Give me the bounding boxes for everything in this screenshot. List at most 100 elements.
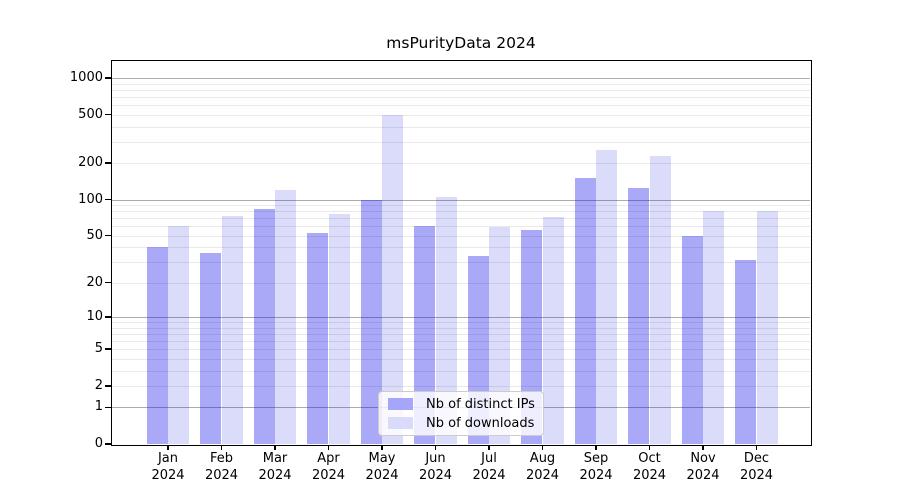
x-tick-label-line: Dec [743,451,770,466]
x-tick-mark [488,445,490,450]
bar-downloads-sep [596,150,618,444]
y-tick-label: 200 [78,155,103,171]
bar-downloads-nov [703,210,725,444]
minor-gridline [112,141,810,143]
x-tick-label-line: 2024 [686,467,720,483]
bar-downloads-oct [649,155,671,444]
y-tick-label: 500 [78,106,103,122]
x-tick-label-line: 2024 [632,467,667,483]
minor-gridline [112,322,810,324]
x-tick-mark [167,445,169,450]
legend-swatch-downloads [388,417,413,429]
x-tick-label-line: Feb [209,451,234,466]
x-tick-mark [274,445,276,450]
y-tick-label: 100 [78,191,103,207]
x-tick-label-line: Sep [583,451,609,466]
bar-distinct-ips-nov [681,235,703,444]
legend: Nb of distinct IPs Nb of downloads [378,391,544,436]
y-tick-label: 1 [94,399,103,415]
x-tick-mark [541,445,544,450]
legend-label-downloads: Nb of downloads [426,415,535,431]
y-tick-mark [105,77,111,79]
bar-downloads-jan [168,226,190,444]
bar-downloads-dec [756,210,778,444]
x-tick-mark [434,445,437,450]
x-tick-label-line: 2024 [525,467,560,483]
x-tick-label-line: Jun [425,451,446,466]
x-tick-label-line: Oct [638,451,661,466]
bar-distinct-ips-jan [146,247,168,444]
x-tick-label-line: 2024 [311,467,346,483]
x-tick-label: Aug 2024 [515,451,571,484]
bar-distinct-ips-jun [414,226,436,444]
x-tick-label-line: 2024 [365,467,399,483]
y-tick-mark [105,406,111,409]
y-tick-label: 1000 [69,70,103,86]
x-tick-label: Sep 2024 [568,451,624,484]
bar-distinct-ips-oct [628,187,650,444]
x-tick-label: May 2024 [354,451,410,484]
x-tick-label-line: Mar [262,451,288,466]
bar-distinct-ips-feb [200,252,222,444]
bar-distinct-ips-apr [307,232,329,444]
major-gridline [112,78,810,80]
y-tick-mark [105,443,111,445]
x-tick-label: Feb 2024 [194,451,250,484]
legend-swatch-distinct-ips [388,398,413,410]
bar-downloads-mar [275,189,297,444]
x-tick-label: Jan 2024 [140,451,196,484]
x-tick-label: Oct 2024 [622,451,678,484]
y-tick-mark [105,113,111,116]
y-tick-mark [105,162,111,164]
chart-title: msPurityData 2024 [386,34,536,52]
x-tick-mark [702,445,704,450]
minor-gridline [112,349,810,351]
minor-gridline [112,385,810,387]
y-tick-mark [105,348,111,350]
minor-gridline [112,163,810,165]
minor-gridline [112,262,810,264]
plot-area [112,61,810,444]
y-tick-label: 50 [86,227,103,243]
x-tick-label: Jul 2024 [461,451,517,484]
minor-gridline [112,218,810,220]
minor-gridline [112,370,810,372]
x-tick-label: Apr 2024 [301,451,357,484]
x-tick-mark [755,445,758,450]
y-tick-mark [105,385,111,387]
y-tick-mark [105,198,111,201]
minor-gridline [112,358,810,360]
x-tick-label-line: Jul [481,451,497,466]
x-tick-label-line: Jan [157,451,179,466]
x-tick-label-line: Aug [529,451,556,466]
bar-downloads-apr [328,213,350,444]
x-tick-label-line: 2024 [258,467,292,483]
y-tick-label: 5 [94,341,103,357]
x-tick-label-line: 2024 [151,467,185,483]
major-gridline [112,316,810,318]
x-tick-label: Dec 2024 [729,451,785,484]
minor-gridline [112,247,810,249]
minor-gridline [112,126,810,128]
minor-gridline [112,96,810,98]
major-gridline [112,199,810,201]
x-tick-mark [648,445,651,450]
minor-gridline [112,205,810,207]
bar-downloads-jun [435,196,457,444]
minor-gridline [112,333,810,335]
bar-distinct-ips-aug [521,229,543,444]
x-tick-label-line: May [368,451,396,466]
bar-distinct-ips-dec [735,260,757,444]
minor-gridline [112,327,810,329]
minor-gridline [112,114,810,116]
minor-gridline [112,282,810,284]
x-tick-label-line: 2024 [418,467,453,483]
minor-gridline [112,226,810,228]
minor-gridline [112,83,810,85]
x-tick-label: Nov 2024 [675,451,731,484]
bar-distinct-ips-mar [253,208,275,444]
minor-gridline [112,340,810,342]
x-tick-label-line: 2024 [579,467,613,483]
y-tick-mark [105,234,111,237]
y-tick-label: 0 [94,436,103,451]
